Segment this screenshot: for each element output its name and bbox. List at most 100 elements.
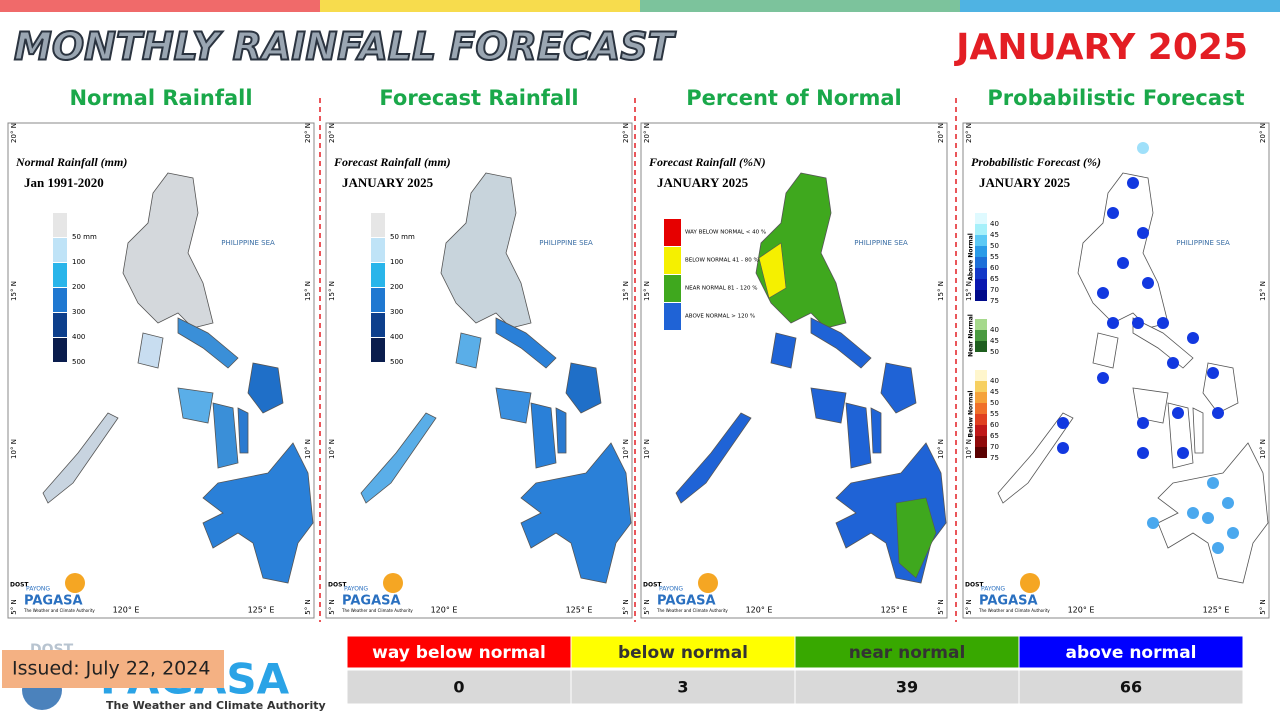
panel-logo-icon [1020, 573, 1040, 593]
month-title: JANUARY 2025 [953, 27, 1248, 68]
lat-label: 15° N [965, 281, 973, 301]
map-subtitle: Jan 1991-2020 [24, 175, 104, 190]
panel-logo-agency: DOST [328, 582, 347, 589]
map-subtitle: JANUARY 2025 [657, 175, 749, 190]
legend-swatch [975, 392, 987, 403]
island [177, 317, 239, 369]
panel-logo-name: PAGASA [657, 594, 716, 609]
lat-label: 20° N [1259, 123, 1267, 143]
legend-group: Near Normal [968, 314, 975, 357]
island [177, 387, 214, 424]
station-dot [1202, 512, 1214, 524]
table-header: below normal [618, 643, 748, 663]
station-dot [1207, 367, 1219, 379]
island [997, 412, 1074, 504]
lon-label: 125° E [566, 606, 593, 615]
island [247, 362, 284, 414]
panel-logo-tagline: The Weather and Climate Authority [656, 608, 728, 613]
island [770, 332, 797, 369]
island [845, 402, 872, 469]
legend-label: WAY BELOW NORMAL < 40 % [685, 230, 766, 236]
station-dot [1227, 527, 1239, 539]
lat-label: 15° N [937, 281, 945, 301]
legend-label: 500 [390, 358, 403, 366]
legend-swatch [664, 247, 681, 274]
top-stripe [960, 0, 1280, 12]
station-dot [1137, 142, 1149, 154]
legend-swatch [975, 246, 987, 257]
map-title: Probabilistic Forecast (%) [971, 155, 1101, 169]
legend-swatch [975, 290, 987, 301]
island [530, 402, 557, 469]
panel-heading: Normal Rainfall [69, 86, 252, 110]
station-dot [1207, 477, 1219, 489]
legend-swatch [664, 303, 681, 330]
legend-label: 50 mm [72, 233, 97, 241]
table-header: near normal [849, 643, 966, 663]
legend-swatch [664, 219, 681, 246]
panel-logo-payong: PAYONG [26, 586, 50, 593]
panel-logo-payong: PAYONG [981, 586, 1005, 593]
island [440, 172, 532, 329]
island [1132, 387, 1169, 424]
island [202, 442, 314, 584]
legend-tick: 70 [990, 443, 999, 451]
legend-swatch [53, 213, 67, 237]
lat-label: 10° N [1259, 439, 1267, 459]
table-value: 66 [1120, 678, 1142, 697]
legend-swatch [371, 213, 385, 237]
lon-label: 120° E [746, 606, 773, 615]
table-value-cell [570, 669, 796, 705]
island [880, 362, 917, 414]
lat-label: 5° N [643, 599, 651, 614]
lat-label: 20° N [965, 123, 973, 143]
island [455, 332, 482, 369]
island [555, 407, 567, 454]
legend-label: 300 [72, 308, 85, 316]
lon-label: 120° E [431, 606, 458, 615]
lat-label: 15° N [10, 281, 18, 301]
station-dot [1157, 317, 1169, 329]
legend-tick: 75 [990, 454, 999, 462]
legend-swatch [975, 257, 987, 268]
legend-label: 100 [72, 258, 85, 266]
map-subtitle: JANUARY 2025 [979, 175, 1071, 190]
panel-logo-icon [65, 573, 85, 593]
island [1192, 407, 1204, 454]
legend-label: 200 [72, 283, 85, 291]
lat-label: 10° N [304, 439, 312, 459]
legend-label: 400 [390, 333, 403, 341]
legend-tick: 60 [990, 264, 999, 272]
panel-logo-tagline: The Weather and Climate Authority [978, 608, 1050, 613]
legend-swatch [371, 263, 385, 287]
lat-label: 10° N [643, 439, 651, 459]
legend-tick: 55 [990, 410, 999, 418]
lat-label: 10° N [328, 439, 336, 459]
table-header-cell [1018, 635, 1244, 669]
island-region [758, 242, 787, 299]
map-title: Forecast Rainfall (%N) [648, 155, 766, 169]
island [495, 387, 532, 424]
lon-label: 125° E [881, 606, 908, 615]
summary-table: way below normal 0 below normal 3 near norma… [346, 635, 1244, 705]
lat-label: 15° N [304, 281, 312, 301]
map-panel: Forecast Rainfall (%N) JANUARY 2025 PHILIP… [640, 122, 948, 619]
legend-label: 200 [390, 283, 403, 291]
lon-label: 125° E [1203, 606, 1230, 615]
legend-swatch [975, 381, 987, 392]
lat-label: 5° N [1259, 599, 1267, 614]
table-header-cell [570, 635, 796, 669]
lat-label: 20° N [328, 123, 336, 143]
legend-swatch [371, 238, 385, 262]
legend-tick: 50 [990, 242, 999, 250]
island [565, 362, 602, 414]
island [122, 172, 214, 329]
legend-tick: 75 [990, 297, 999, 305]
panel-logo-payong: PAYONG [344, 586, 368, 593]
legend-tick: 45 [990, 231, 999, 239]
legend-swatch [975, 425, 987, 436]
lat-label: 5° N [304, 599, 312, 614]
lat-label: 5° N [10, 599, 18, 614]
island-region [895, 497, 937, 579]
